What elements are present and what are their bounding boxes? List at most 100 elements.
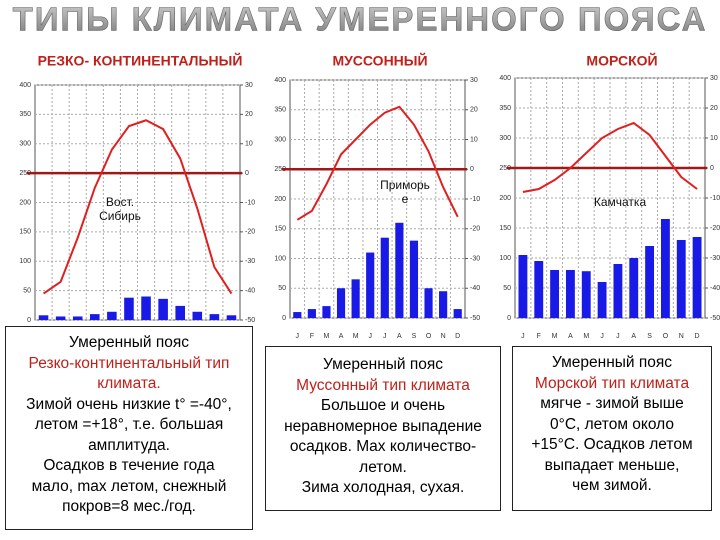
description-line: Большое и очень [320, 397, 446, 414]
description-line: Зимой очень низкие t° =-40°, [26, 395, 232, 413]
bar [351, 279, 360, 318]
bar [90, 314, 100, 320]
y-tick-label: 0 [282, 315, 286, 322]
bar [409, 240, 419, 318]
y2-tick-label: -40 [245, 287, 255, 294]
y2-tick-label: 10 [710, 135, 718, 142]
y-tick-label: 300 [499, 135, 511, 142]
y-tick-label: 400 [19, 82, 31, 89]
y-tick-label: 300 [19, 141, 31, 148]
description-line: летом. [359, 458, 407, 476]
y-tick-label: 50 [23, 287, 31, 294]
y2-tick-label: 0 [470, 166, 474, 173]
bar [366, 252, 375, 318]
bar [581, 271, 591, 318]
x-tick-label: O [663, 333, 669, 340]
description-line: амплитуда. [88, 436, 170, 454]
y2-tick-label: -40 [470, 285, 480, 292]
y2-tick-label: 30 [710, 75, 718, 82]
description-line: климата. [97, 375, 161, 392]
bar [518, 255, 528, 318]
y2-tick-label: -10 [710, 195, 720, 202]
y-tick-label: 0 [27, 317, 31, 324]
y-tick-label: 100 [19, 258, 31, 265]
x-tick-label: F [310, 333, 314, 340]
bar [124, 297, 134, 320]
x-tick-label: D [695, 333, 700, 340]
bar [55, 316, 66, 320]
annotation: Сибирь [99, 209, 141, 223]
x-tick-label: O [426, 333, 432, 340]
y-tick-label: 250 [499, 165, 511, 172]
bar [322, 306, 331, 318]
bar [336, 288, 346, 318]
description-box: Умеренный пояс Морской тип климата мягче -… [512, 346, 712, 511]
description-line: Морской тип климата [534, 374, 690, 392]
x-tick-label: D [455, 333, 460, 340]
bar [629, 258, 639, 318]
bar [107, 311, 117, 320]
bar [175, 305, 185, 320]
description-line: чем зимой. [572, 477, 652, 494]
y-tick-label: 200 [274, 196, 286, 203]
x-tick-label: J [383, 333, 387, 340]
description-line: Умеренный пояс [322, 356, 444, 373]
x-tick-label: M [583, 333, 589, 340]
bar [293, 312, 302, 318]
y-tick-label: 400 [274, 77, 286, 84]
description-line: мало, max летом, снежный [31, 477, 227, 495]
x-tick-label: S [647, 333, 652, 340]
x-tick-label: A [339, 333, 344, 340]
x-tick-label: N [441, 333, 446, 340]
y-tick-label: 400 [499, 75, 511, 82]
bar [424, 288, 433, 318]
y-tick-label: 350 [499, 105, 511, 112]
y2-tick-label: -20 [470, 226, 480, 233]
y-tick-label: 200 [19, 199, 31, 206]
chart-title: РЕЗКО- КОНТИНЕНТАЛЬНЫЙ [38, 52, 243, 69]
description-line: Зима холодная, сухая. [301, 479, 465, 496]
bar [38, 315, 49, 320]
y2-tick-label: -40 [710, 285, 720, 292]
y2-tick-label: -50 [470, 315, 480, 322]
bar [158, 298, 168, 320]
x-tick-label: J [616, 333, 620, 340]
y2-tick-label: -30 [245, 258, 255, 265]
x-tick-label: F [537, 333, 541, 340]
description-line: Умеренный пояс [68, 334, 190, 351]
slide-title: ТИПЫ КЛИМАТА УМЕРЕННОГО ПОЯСА [13, 1, 708, 38]
description-line: 0°С, летом около [550, 415, 674, 433]
y2-tick-label: -30 [470, 255, 480, 262]
description-line: выпадает меньше, [544, 456, 680, 474]
temperature-line [522, 121, 698, 193]
y-tick-label: 0 [507, 315, 511, 322]
x-tick-label: A [568, 333, 573, 340]
y-tick-label: 50 [278, 285, 286, 292]
y2-tick-label: 0 [245, 170, 249, 177]
y-tick-label: 200 [499, 195, 511, 202]
x-tick-label: A [397, 333, 402, 340]
bar [565, 270, 575, 318]
bar [307, 309, 316, 318]
y2-tick-label: -50 [710, 315, 720, 322]
y-tick-label: 100 [499, 255, 511, 262]
y2-tick-label: 10 [245, 141, 253, 148]
y-tick-label: 50 [503, 285, 511, 292]
description-line: Умеренный пояс [551, 354, 673, 371]
y2-tick-label: 10 [470, 136, 478, 143]
description-box: Умеренный пояс Муссонный тип климата Больш… [265, 346, 501, 511]
bar [534, 261, 544, 318]
x-tick-label: J [368, 333, 372, 340]
x-tick-label: J [296, 333, 300, 340]
y-tick-label: 250 [19, 170, 31, 177]
y-tick-label: 250 [274, 166, 286, 173]
description-line: Муссонный тип климата [296, 376, 470, 394]
bar [439, 291, 448, 318]
bar [209, 314, 220, 320]
description-line: летом =+18°, т.е. большая [34, 416, 224, 433]
x-tick-label: N [679, 333, 684, 340]
y2-tick-label: -30 [710, 255, 720, 262]
chart-title: МУССОННЫЙ [332, 52, 427, 69]
y2-tick-label: -10 [470, 196, 480, 203]
